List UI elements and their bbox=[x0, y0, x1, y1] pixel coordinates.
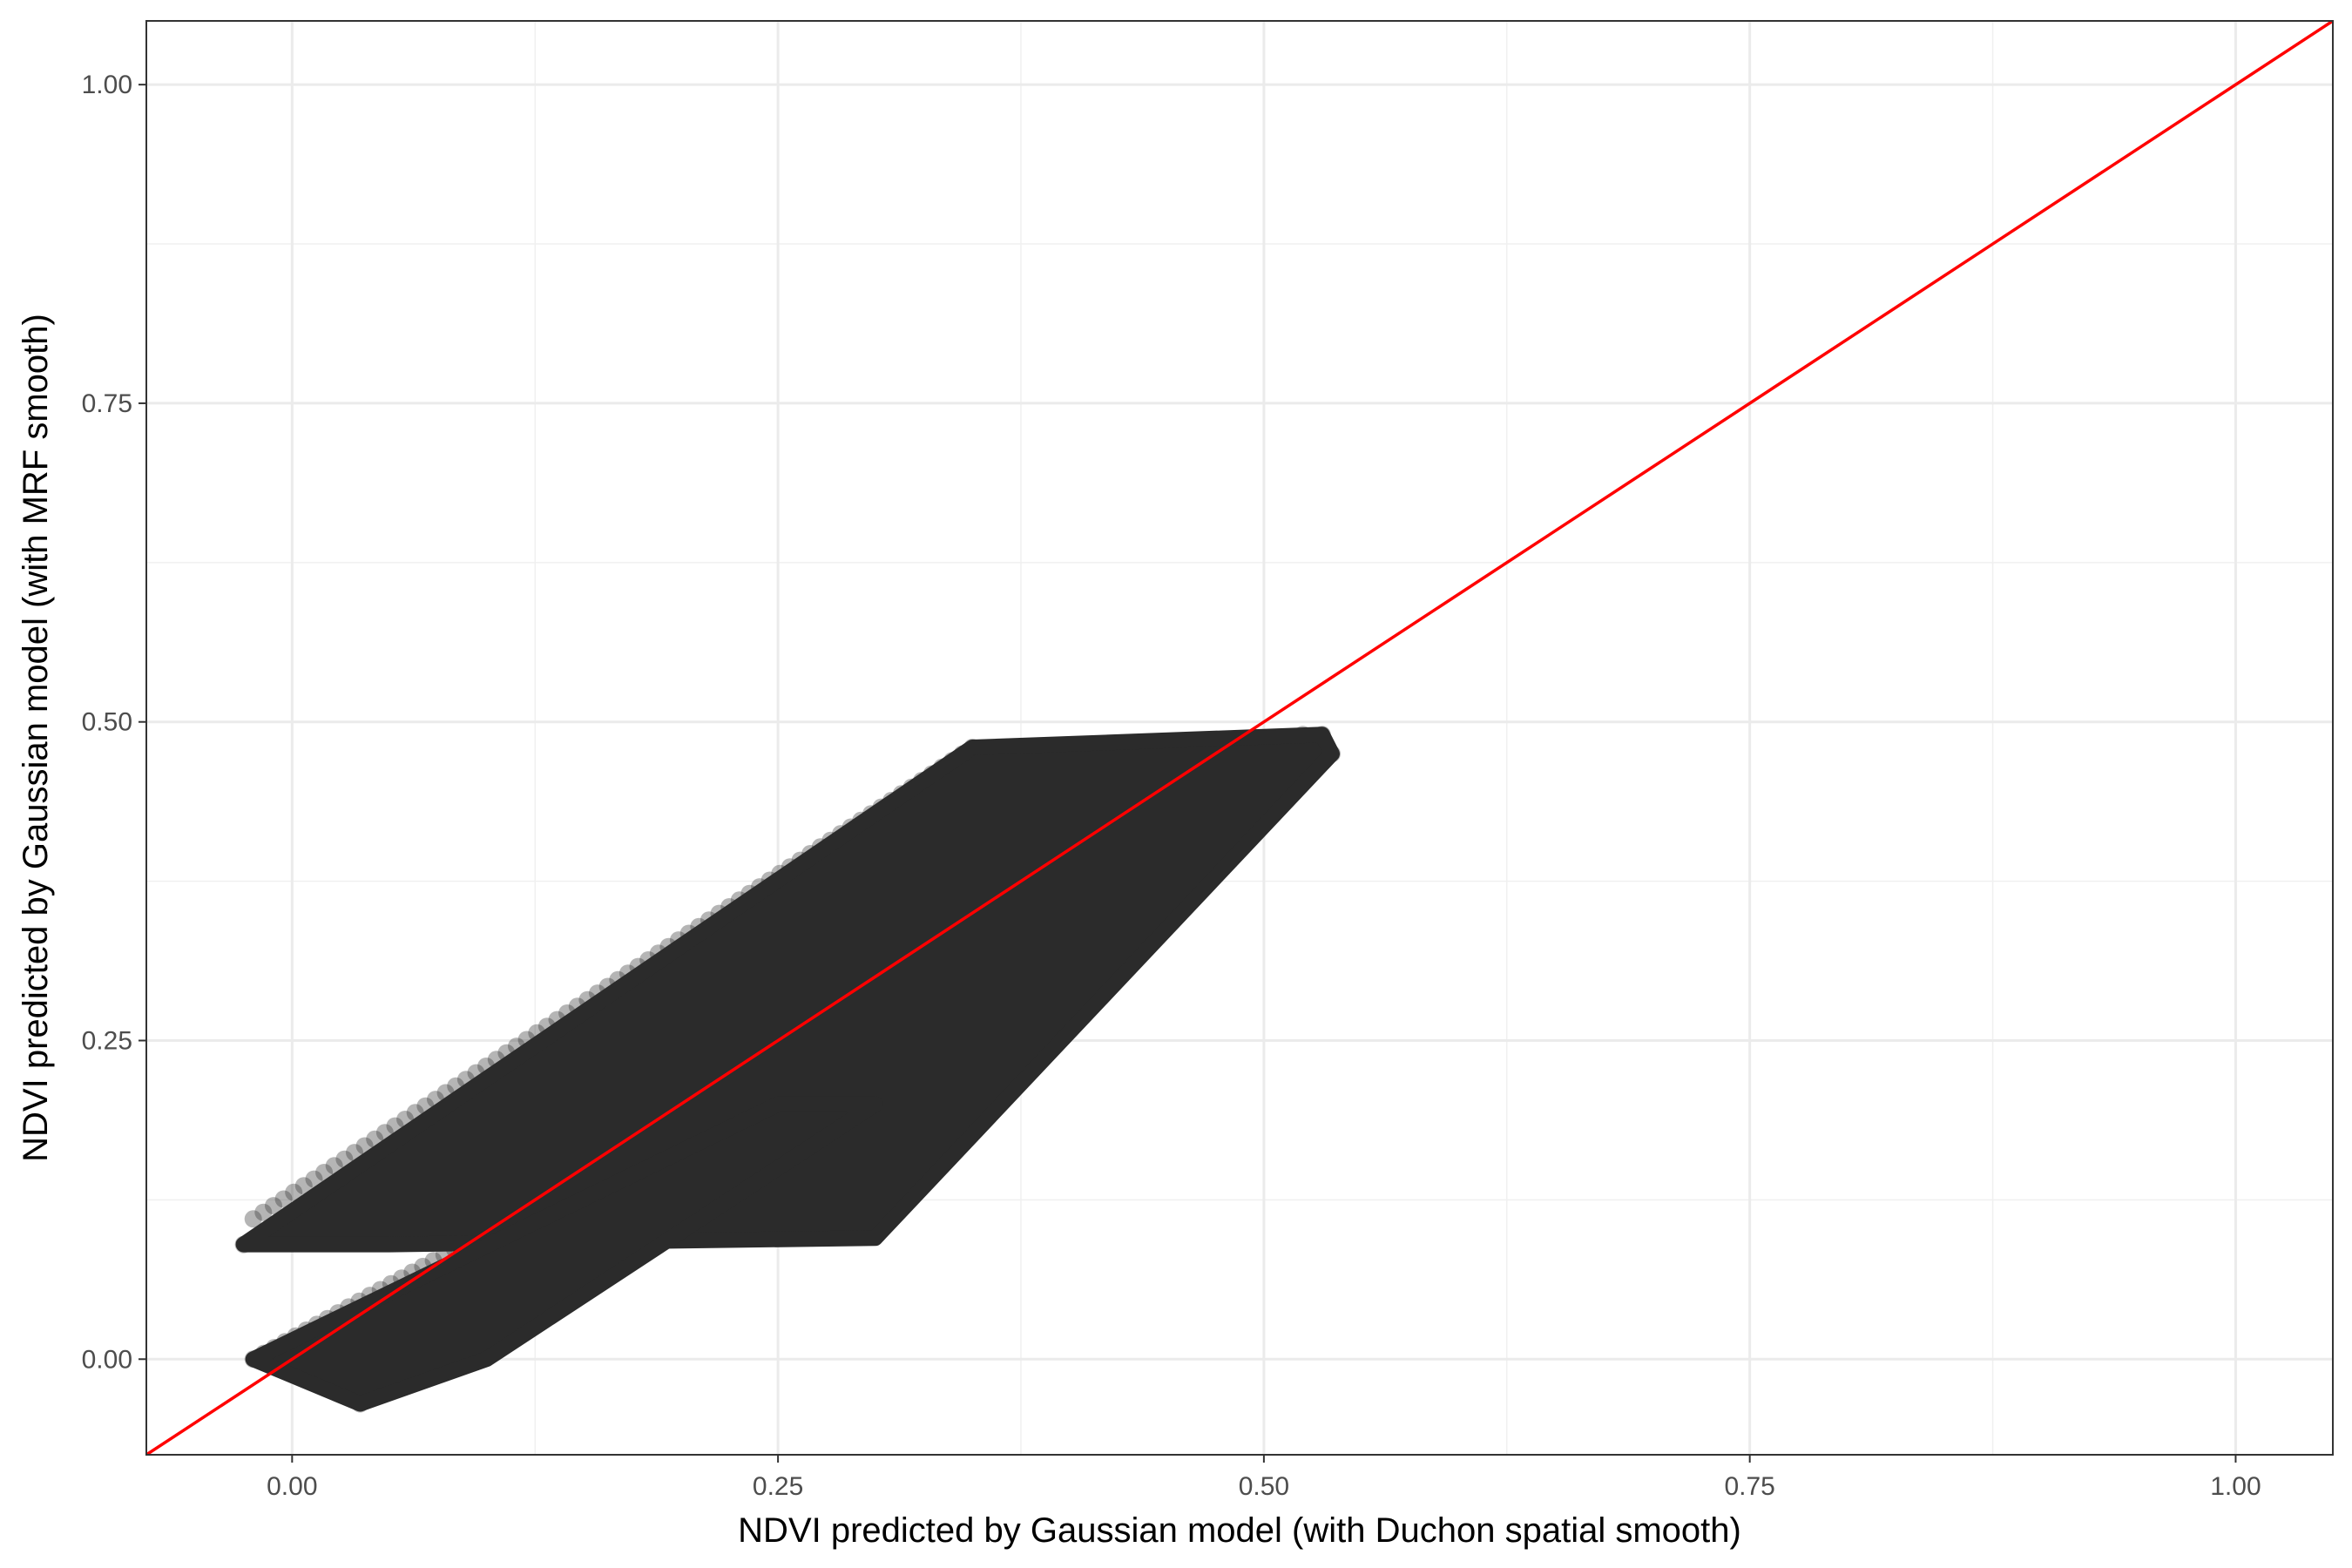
x-tick-label: 0.75 bbox=[1724, 1472, 1774, 1501]
y-tick-label: 0.25 bbox=[82, 1026, 132, 1055]
scatter-points bbox=[234, 726, 1341, 1413]
data-point bbox=[265, 1197, 282, 1215]
data-point bbox=[244, 1210, 262, 1228]
x-tick-label: 1.00 bbox=[2210, 1472, 2261, 1501]
data-point bbox=[305, 1170, 323, 1188]
data-point bbox=[285, 1183, 303, 1201]
point-cloud-2 bbox=[245, 1096, 883, 1412]
x-tick-label: 0.50 bbox=[1239, 1472, 1289, 1501]
point-cloud-1 bbox=[235, 727, 1340, 1253]
data-point bbox=[294, 1177, 313, 1195]
data-point bbox=[274, 1190, 293, 1208]
x-tick-label: 0.25 bbox=[753, 1472, 803, 1501]
x-axis-ticks: 0.00 0.25 0.50 0.75 1.00 bbox=[267, 1455, 2261, 1501]
y-axis-ticks: 0.00 0.25 0.50 0.75 1.00 bbox=[82, 71, 146, 1374]
y-axis-title: NDVI predicted by Gaussian model (with M… bbox=[17, 314, 55, 1162]
x-axis-title: NDVI predicted by Gaussian model (with D… bbox=[738, 1511, 1741, 1550]
plot-border bbox=[145, 20, 2334, 1456]
y-tick-label: 0.75 bbox=[82, 389, 132, 418]
data-point bbox=[315, 1164, 334, 1181]
x-tick-label: 0.00 bbox=[267, 1472, 317, 1501]
y-tick-label: 1.00 bbox=[82, 71, 132, 99]
y-tick-label: 0.50 bbox=[82, 708, 132, 737]
y-tick-label: 0.00 bbox=[82, 1345, 132, 1374]
data-point bbox=[254, 1203, 273, 1221]
